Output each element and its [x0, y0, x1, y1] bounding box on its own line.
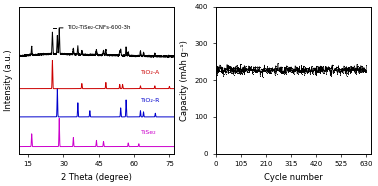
Text: TiSe₂: TiSe₂ [141, 130, 157, 135]
X-axis label: Cycle number: Cycle number [264, 173, 323, 182]
Y-axis label: Capacity (mAh g⁻¹): Capacity (mAh g⁻¹) [180, 40, 189, 121]
Y-axis label: Intensity (a.u.): Intensity (a.u.) [4, 49, 13, 111]
X-axis label: 2 Theta (degree): 2 Theta (degree) [61, 173, 132, 182]
Text: TiO₂-A: TiO₂-A [141, 70, 160, 75]
Text: TiO₂-TiSe₂-CNFs-600-3h: TiO₂-TiSe₂-CNFs-600-3h [67, 25, 130, 30]
Text: TiO₂-R: TiO₂-R [141, 98, 161, 103]
